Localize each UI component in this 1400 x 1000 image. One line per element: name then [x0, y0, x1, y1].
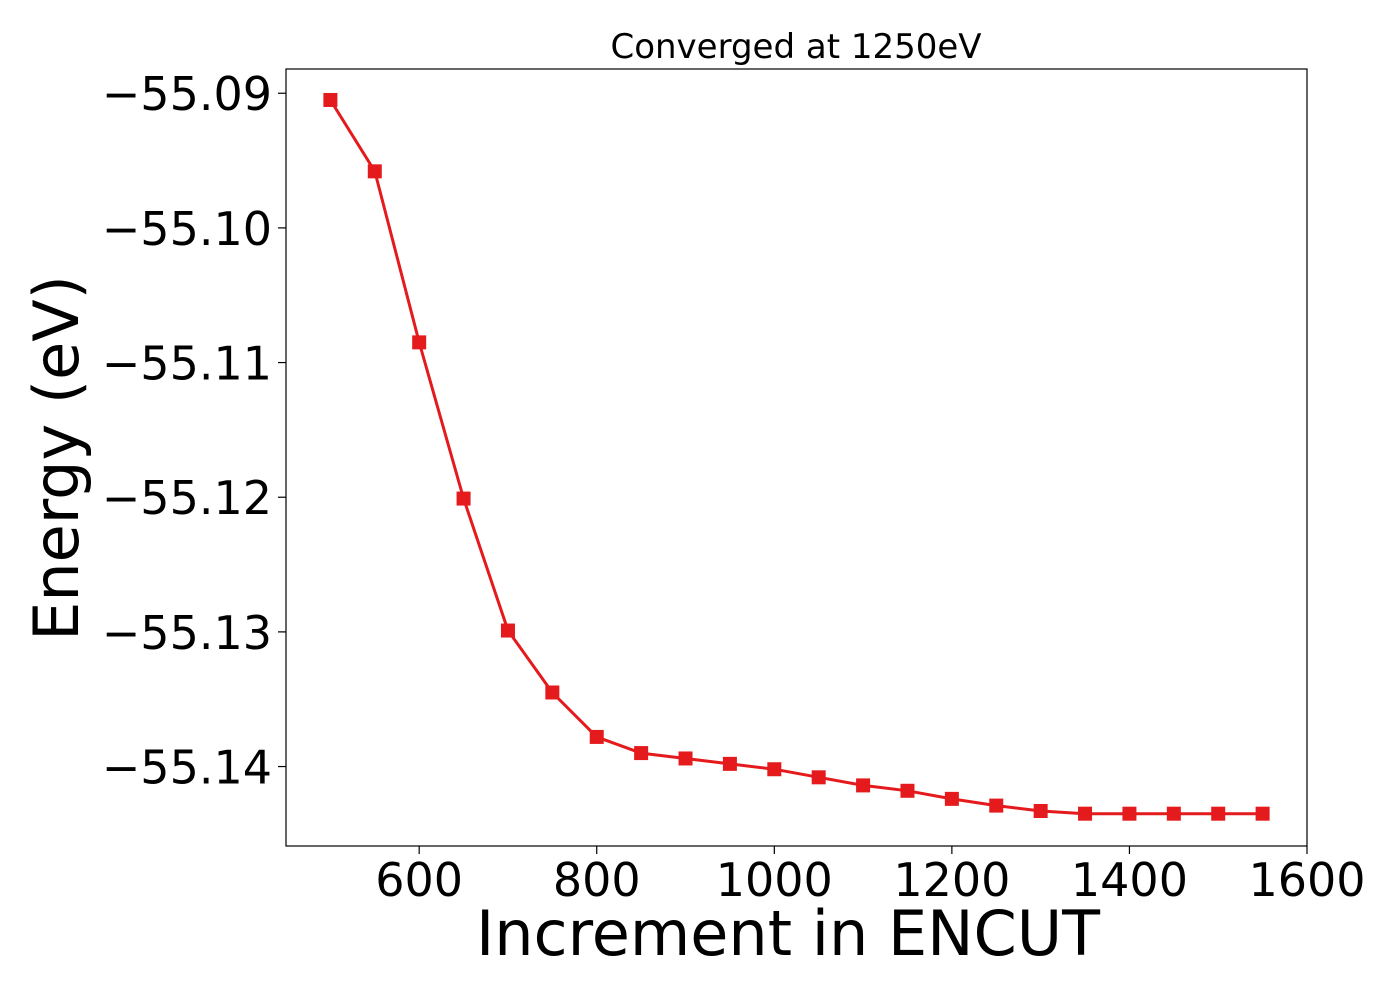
y-tick-label: −55.14	[102, 741, 272, 795]
data-point-marker	[456, 491, 471, 506]
y-tick-label: −55.11	[102, 337, 272, 391]
y-axis: −55.09 −55.10 −55.11 −55.12 −55.13 −55.14	[102, 67, 286, 795]
data-point-marker	[323, 92, 338, 107]
y-axis-label: Energy (eV)	[20, 275, 93, 641]
x-tick-label: 800	[553, 853, 641, 907]
data-point-marker	[1033, 803, 1048, 818]
data-point-marker	[944, 791, 959, 806]
x-tick-label: 1000	[716, 853, 833, 907]
data-point-marker	[1122, 806, 1137, 821]
y-tick-label: −55.09	[102, 67, 272, 121]
data-point-marker	[1211, 806, 1226, 821]
x-axis-label: Increment in ENCUT	[476, 897, 1101, 970]
data-point-marker	[1078, 806, 1093, 821]
x-tick-label: 1200	[893, 853, 1010, 907]
data-point-marker	[1166, 806, 1181, 821]
series-markers	[323, 92, 1270, 821]
data-point-marker	[678, 751, 693, 766]
x-tick-label: 1400	[1071, 853, 1188, 907]
data-point-marker	[722, 756, 737, 771]
data-point-marker	[412, 335, 427, 350]
data-point-marker	[1255, 806, 1270, 821]
x-tick-label: 600	[375, 853, 463, 907]
data-point-marker	[811, 770, 826, 785]
y-tick-label: −55.10	[102, 202, 272, 256]
data-point-marker	[856, 778, 871, 793]
data-point-marker	[989, 798, 1004, 813]
data-point-marker	[500, 623, 515, 638]
x-axis: 600 800 1000 1200 1400 1600	[375, 846, 1366, 907]
y-tick-label: −55.13	[102, 606, 272, 660]
x-tick-label: 1600	[1248, 853, 1365, 907]
data-point-marker	[767, 762, 782, 777]
plot-area	[285, 68, 1308, 847]
data-point-marker	[634, 746, 649, 761]
data-point-marker	[589, 729, 604, 744]
y-tick-label: −55.12	[102, 471, 272, 525]
chart-title: Converged at 1250eV	[610, 27, 981, 67]
data-point-marker	[367, 164, 382, 179]
series-line	[329, 99, 1263, 816]
data-point-marker	[900, 783, 915, 798]
data-point-marker	[545, 685, 560, 700]
